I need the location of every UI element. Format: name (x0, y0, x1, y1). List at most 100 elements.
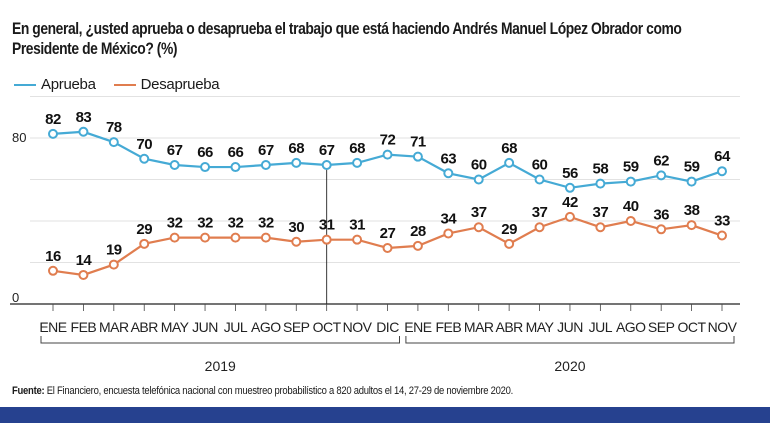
data-point-aprueba (139, 153, 150, 164)
data-point-desaprueba (595, 222, 606, 233)
data-label-desaprueba: 32 (167, 215, 183, 232)
data-point-desaprueba (443, 228, 454, 239)
data-label-desaprueba: 40 (623, 198, 639, 215)
data-label-desaprueba: 32 (258, 215, 274, 232)
legend-item-aprueba: Aprueba (14, 76, 96, 93)
data-label-aprueba: 78 (106, 119, 122, 136)
x-tick-label: OCT (313, 319, 342, 335)
y-tick-label: 0 (12, 290, 19, 305)
data-point-desaprueba (382, 242, 393, 253)
legend-swatch-desaprueba (113, 83, 136, 86)
data-label-aprueba: 63 (440, 150, 456, 167)
source-label: Fuente: (12, 385, 45, 397)
data-point-aprueba (200, 162, 211, 173)
data-point-desaprueba (200, 232, 211, 243)
data-label-desaprueba: 34 (440, 210, 457, 227)
data-point-desaprueba (291, 236, 302, 247)
x-tick-label: AGO (251, 319, 281, 335)
data-label-aprueba: 68 (349, 140, 365, 157)
data-label-desaprueba: 42 (562, 194, 578, 211)
legend: Aprueba Desaprueba (14, 76, 237, 93)
data-label-desaprueba: 29 (501, 221, 517, 238)
data-point-desaprueba (564, 211, 575, 222)
year-bracket (405, 336, 735, 344)
data-label-desaprueba: 27 (380, 225, 396, 242)
x-tick-label: MAY (161, 319, 190, 335)
data-label-aprueba: 67 (167, 142, 183, 159)
data-label-aprueba: 68 (501, 140, 517, 157)
year-label: 2019 (205, 358, 236, 374)
data-label-aprueba: 58 (593, 161, 609, 178)
data-label-aprueba: 68 (288, 140, 304, 157)
data-point-aprueba (169, 159, 180, 170)
data-label-desaprueba: 37 (593, 204, 609, 221)
data-point-aprueba (321, 159, 332, 170)
data-label-aprueba: 70 (136, 136, 152, 153)
data-label-desaprueba: 33 (714, 213, 730, 230)
data-label-aprueba: 64 (714, 148, 731, 165)
year-bracket (40, 336, 400, 344)
x-tick-label: OCT (678, 319, 707, 335)
x-tick-label: SEP (283, 319, 310, 335)
data-point-desaprueba (321, 234, 332, 245)
x-tick-label: SEP (648, 319, 675, 335)
data-label-aprueba: 59 (684, 159, 700, 176)
data-point-aprueba (656, 170, 667, 181)
y-tick-label: 80 (12, 130, 26, 145)
data-label-aprueba: 67 (319, 142, 335, 159)
data-point-aprueba (443, 168, 454, 179)
data-point-aprueba (78, 126, 89, 137)
x-tick-label: JUL (589, 319, 613, 335)
data-point-aprueba (352, 157, 363, 168)
data-point-desaprueba (48, 265, 58, 276)
x-tick-label: MAR (464, 319, 494, 335)
data-point-aprueba (230, 162, 241, 173)
data-label-desaprueba: 31 (319, 217, 335, 234)
data-point-desaprueba (352, 234, 363, 245)
data-point-desaprueba (534, 222, 545, 233)
data-point-desaprueba (717, 230, 727, 241)
source-note: Fuente: El Financiero, encuesta telefóni… (12, 385, 700, 397)
data-point-desaprueba (473, 222, 484, 233)
data-label-desaprueba: 28 (410, 223, 426, 240)
data-point-desaprueba (625, 216, 636, 226)
data-label-desaprueba: 37 (471, 204, 487, 221)
data-point-aprueba (108, 137, 119, 148)
data-label-desaprueba: 31 (349, 217, 365, 234)
data-label-desaprueba: 14 (76, 252, 93, 269)
x-tick-label: DIC (376, 319, 399, 335)
data-point-aprueba (473, 174, 484, 185)
data-point-aprueba (686, 176, 697, 187)
chart-title: En general, ¿usted aprueba o desaprueba … (12, 20, 682, 58)
data-point-aprueba (504, 157, 515, 168)
data-point-desaprueba (412, 240, 423, 251)
data-point-aprueba (625, 176, 636, 187)
x-tick-label: JUL (224, 319, 248, 335)
data-label-aprueba: 60 (471, 157, 487, 174)
year-label: 2020 (554, 358, 585, 374)
data-point-aprueba (534, 174, 545, 185)
data-label-aprueba: 72 (380, 132, 396, 149)
data-label-desaprueba: 37 (532, 204, 548, 221)
data-label-aprueba: 66 (197, 144, 213, 161)
x-tick-label: MAY (526, 319, 555, 335)
x-tick-label: NOV (343, 319, 373, 335)
data-label-desaprueba: 32 (197, 215, 213, 232)
x-tick-label: FEB (71, 319, 97, 335)
x-tick-label: ENE (39, 319, 66, 335)
source-text: El Financiero, encuesta telefónica nacio… (44, 385, 514, 397)
data-point-aprueba (291, 157, 302, 168)
data-label-aprueba: 82 (45, 111, 61, 128)
data-label-desaprueba: 38 (684, 202, 700, 219)
data-point-aprueba (595, 178, 606, 189)
data-label-aprueba: 60 (532, 157, 548, 174)
data-point-desaprueba (686, 220, 697, 231)
data-point-aprueba (412, 151, 423, 162)
data-label-aprueba: 62 (653, 152, 669, 169)
legend-item-desaprueba: Desaprueba (113, 76, 220, 93)
data-point-desaprueba (139, 238, 150, 249)
data-label-desaprueba: 29 (136, 221, 152, 238)
x-tick-label: JUN (192, 319, 218, 335)
x-tick-label: ABR (495, 319, 523, 335)
